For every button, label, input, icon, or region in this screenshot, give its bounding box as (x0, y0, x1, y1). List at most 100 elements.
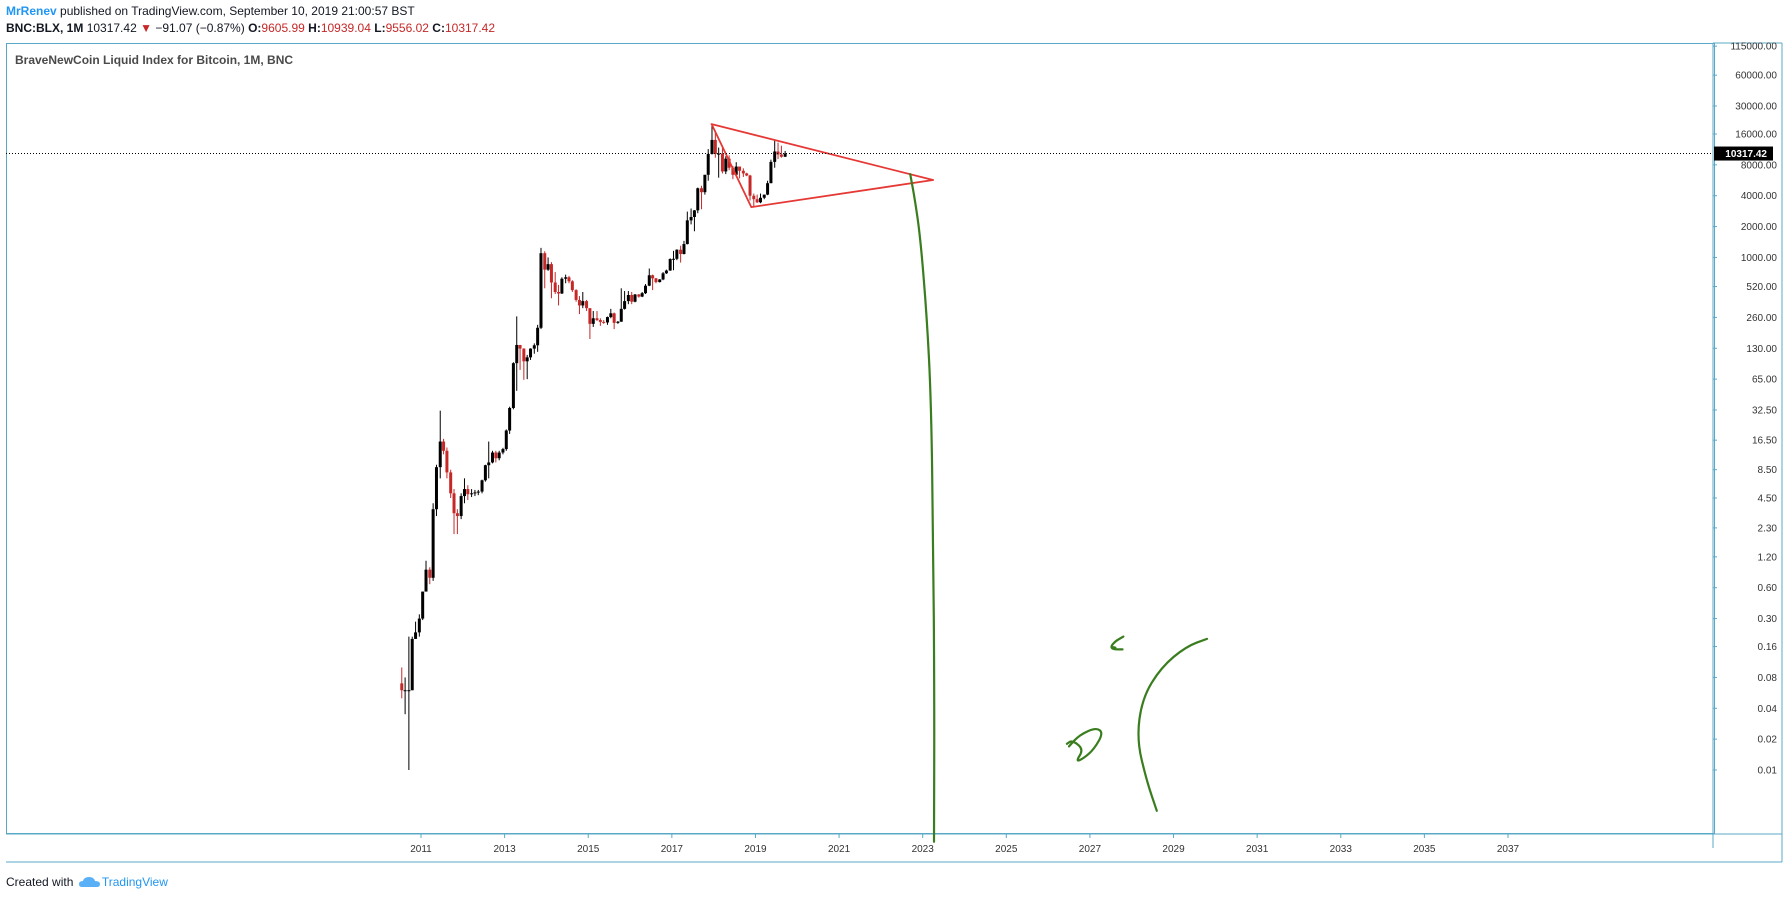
candle (414, 621, 418, 639)
candle-body (630, 295, 634, 302)
candle (525, 354, 529, 380)
author-link[interactable]: MrRenev (6, 4, 57, 18)
candle (421, 591, 425, 621)
candle (515, 316, 519, 391)
candle (734, 162, 738, 176)
y-tick-label: 32.50 (1752, 405, 1777, 416)
candle-body (585, 301, 589, 309)
candle (700, 185, 704, 210)
candle (455, 509, 459, 535)
candle-body (494, 452, 498, 459)
y-tick-label: 0.01 (1758, 766, 1778, 777)
candle (661, 272, 665, 281)
y-tick-label: 0.16 (1758, 642, 1778, 653)
candle-body (574, 290, 578, 300)
candle (501, 447, 505, 455)
last-price-badge (1714, 146, 1773, 161)
candle-body (692, 210, 696, 218)
candle (738, 166, 742, 179)
y-tick-label: 65.00 (1752, 375, 1777, 386)
x-tick-label: 2017 (661, 844, 684, 855)
candle (483, 464, 487, 482)
candle (651, 274, 655, 291)
candle (557, 284, 561, 306)
candle (585, 299, 589, 312)
freehand-drawing-3 (1110, 635, 1125, 651)
candle-body (508, 407, 512, 431)
candle-body (769, 161, 773, 184)
candle-body (414, 632, 418, 639)
tradingview-brand[interactable]: TradingView (101, 875, 168, 889)
candle-body (727, 158, 731, 168)
candle-body (731, 167, 735, 175)
last-price: 10317.42 (86, 21, 137, 35)
change-value: −91.07 (−0.87%) (155, 21, 245, 35)
candle-body (766, 183, 770, 195)
candle-body (442, 441, 446, 451)
candle (431, 503, 435, 581)
candle-body (421, 591, 425, 619)
candle-body (445, 450, 449, 473)
candle (570, 280, 574, 293)
candle (766, 180, 770, 196)
candle-body (703, 174, 707, 193)
candle (609, 308, 613, 319)
candle (591, 311, 595, 327)
candle-body (668, 259, 672, 271)
y-tick-label: 115000.00 (1730, 42, 1777, 53)
y-tick-label: 4.50 (1758, 494, 1778, 505)
candle-body (567, 277, 571, 282)
candle (497, 450, 501, 461)
open-value: 9605.99 (261, 21, 305, 35)
candle-body (647, 275, 651, 286)
x-tick-label: 2011 (410, 844, 432, 855)
candle (758, 193, 762, 204)
candle-body (522, 348, 526, 362)
candle-body (431, 509, 435, 578)
candle-body (490, 452, 494, 463)
candle-body (487, 462, 491, 466)
y-tick-label: 1.20 (1758, 552, 1778, 563)
candle-body (605, 317, 609, 323)
candle (508, 406, 512, 434)
candle-body (623, 301, 627, 309)
candle-body (741, 170, 745, 174)
candle-body (570, 281, 574, 291)
candle (630, 292, 634, 305)
candle-body (483, 465, 487, 481)
y-tick-label: 60000.00 (1735, 71, 1777, 82)
ohlc-line: BNC:BLX, 1M 10317.42 ▼ −91.07 (−0.87%) O… (6, 21, 495, 36)
candle-body (682, 244, 686, 255)
candle-body (720, 153, 724, 172)
candle-body (661, 273, 665, 280)
candle (473, 489, 477, 497)
candle (672, 250, 676, 271)
candle (424, 560, 428, 592)
candle-body (762, 194, 766, 198)
close-label: C: (432, 21, 445, 35)
candle-body (612, 313, 616, 323)
candle (577, 296, 581, 315)
candle-body (407, 690, 411, 692)
candle (710, 124, 714, 155)
candle (574, 289, 578, 302)
y-tick-label: 16000.00 (1735, 130, 1777, 141)
candle (543, 251, 547, 289)
y-tick-label: 0.04 (1758, 704, 1778, 715)
candle-body (758, 197, 762, 203)
candle (675, 249, 679, 261)
freehand-drawing-2 (1137, 637, 1209, 812)
publish-line: MrRenev published on TradingView.com, Se… (6, 4, 415, 19)
candle (494, 450, 498, 463)
candle-body (689, 217, 693, 221)
open-label: O: (248, 21, 262, 35)
candle (560, 277, 564, 294)
created-with-text: Created with (6, 875, 74, 889)
candle (626, 291, 630, 305)
candle-body (602, 321, 606, 323)
candle (664, 269, 668, 274)
candle (518, 344, 522, 370)
candle-body (637, 294, 641, 297)
candle-body (438, 441, 442, 468)
